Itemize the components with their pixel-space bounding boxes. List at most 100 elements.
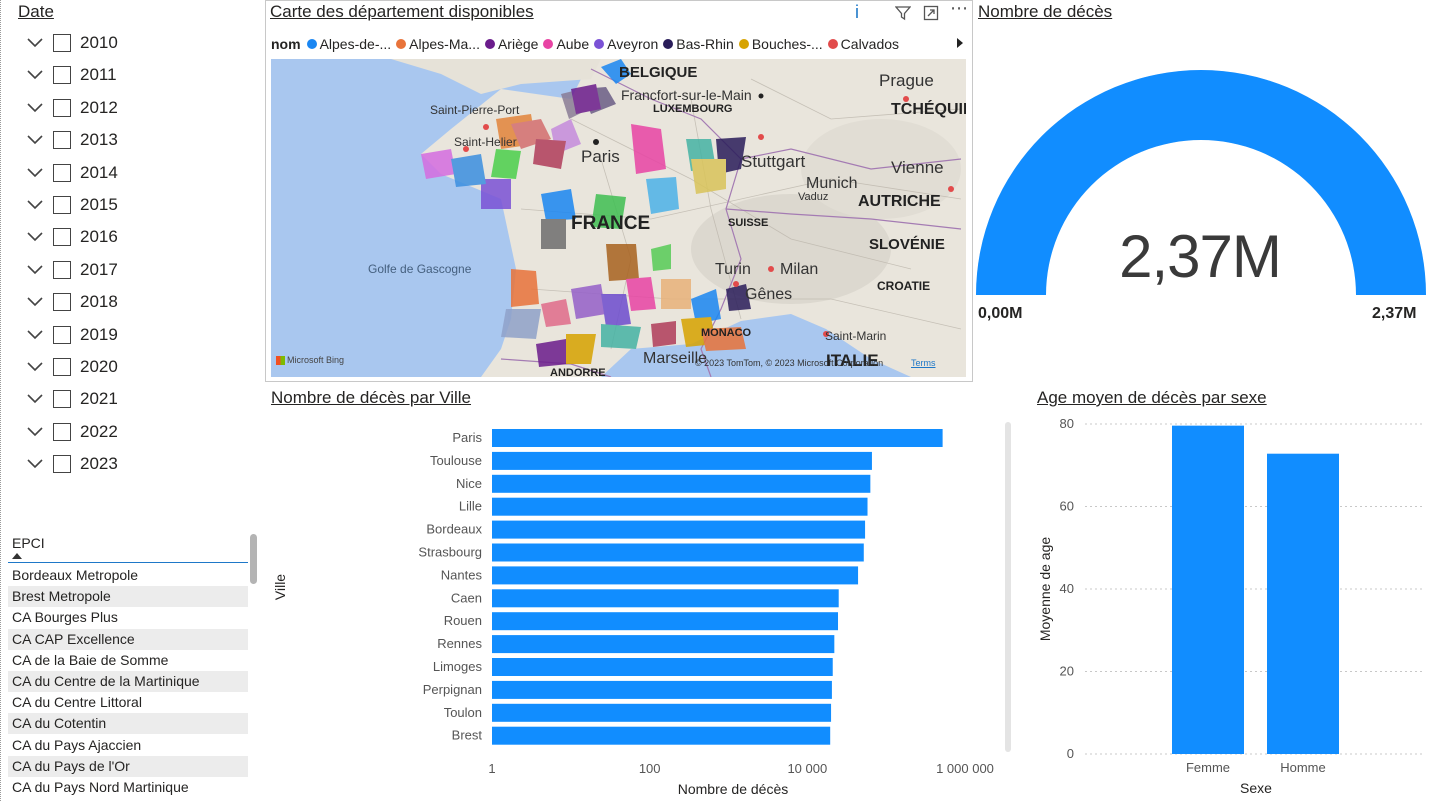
legend-item[interactable]: Ariège xyxy=(484,36,538,52)
epci-list-item[interactable]: CA du Pays de l'Or xyxy=(8,755,248,777)
year-checkbox[interactable] xyxy=(53,455,71,474)
bar[interactable] xyxy=(492,703,832,722)
year-checkbox[interactable] xyxy=(53,131,71,150)
bar-category-label: Nice xyxy=(456,476,482,491)
sort-ascending-icon[interactable] xyxy=(12,553,22,559)
legend-item[interactable]: Aube xyxy=(543,36,589,52)
map-terms-link[interactable]: Terms xyxy=(911,358,936,368)
year-row[interactable]: 2014 xyxy=(26,158,118,188)
chevron-down-icon[interactable] xyxy=(26,228,44,246)
chevron-down-icon[interactable] xyxy=(26,261,44,279)
epci-list-item[interactable]: CA du Centre Littoral xyxy=(12,694,142,711)
bar-category-label: Paris xyxy=(452,430,482,445)
chevron-down-icon[interactable] xyxy=(26,455,44,473)
year-row[interactable]: 2021 xyxy=(26,384,118,414)
year-row[interactable]: 2016 xyxy=(26,222,118,252)
bar[interactable] xyxy=(492,589,839,608)
bar[interactable] xyxy=(492,429,943,447)
year-checkbox[interactable] xyxy=(53,390,71,409)
year-row[interactable]: 2018 xyxy=(26,287,118,317)
legend-item[interactable]: Bas-Rhin xyxy=(663,36,734,52)
bar[interactable] xyxy=(492,635,835,654)
year-row[interactable]: 2022 xyxy=(26,417,118,447)
bar[interactable] xyxy=(492,658,833,676)
year-checkbox[interactable] xyxy=(53,228,71,247)
legend-item[interactable]: Bouches-... xyxy=(738,36,823,52)
bar-category-label: Nantes xyxy=(441,567,483,582)
chart-scrollbar[interactable] xyxy=(1005,422,1011,752)
bar[interactable] xyxy=(492,474,871,493)
map-label-monaco: MONACO xyxy=(701,327,752,339)
year-checkbox[interactable] xyxy=(53,422,71,441)
chevron-down-icon[interactable] xyxy=(26,326,44,344)
year-row[interactable]: 2015 xyxy=(26,190,118,220)
bar[interactable] xyxy=(492,612,839,631)
bar[interactable] xyxy=(492,726,831,745)
epci-scrollbar[interactable] xyxy=(250,534,257,584)
chevron-down-icon[interactable] xyxy=(26,293,44,311)
epci-list-item[interactable]: CA Bourges Plus xyxy=(12,609,118,626)
bar[interactable] xyxy=(492,680,832,699)
epci-list-item[interactable]: Brest Metropole xyxy=(8,586,248,608)
year-checkbox[interactable] xyxy=(53,358,71,376)
bar[interactable] xyxy=(492,497,868,516)
legend-item[interactable]: Alpes-Ma... xyxy=(396,36,480,52)
bar[interactable] xyxy=(492,451,872,470)
chevron-down-icon[interactable] xyxy=(26,358,44,376)
legend-item[interactable]: Alpes-de-... xyxy=(306,36,391,52)
column-bar[interactable] xyxy=(1267,453,1339,754)
chevron-down-icon[interactable] xyxy=(26,390,44,408)
legend-item[interactable]: Calvados xyxy=(827,36,900,52)
year-row[interactable]: 2023 xyxy=(26,449,118,479)
year-checkbox[interactable] xyxy=(53,66,71,85)
year-checkbox[interactable] xyxy=(53,260,71,279)
bar[interactable] xyxy=(492,543,864,562)
bar-category-label: Rennes xyxy=(437,636,482,651)
epci-list-item[interactable]: CA de la Baie de Somme xyxy=(12,651,169,668)
x-tick-label: 1 000 000 xyxy=(936,761,994,776)
year-row[interactable]: 2020 xyxy=(26,352,118,382)
focus-mode-icon[interactable] xyxy=(923,5,939,21)
year-checkbox[interactable] xyxy=(53,163,71,182)
year-row[interactable]: 2011 xyxy=(26,60,117,90)
epci-list-item[interactable]: CA du Centre de la Martinique xyxy=(8,671,248,692)
legend-label: Calvados xyxy=(840,36,900,52)
chevron-down-icon[interactable] xyxy=(26,131,44,149)
bar[interactable] xyxy=(492,520,866,539)
chevron-down-icon[interactable] xyxy=(26,99,44,117)
year-row[interactable]: 2013 xyxy=(26,125,118,155)
info-icon[interactable]: i xyxy=(855,2,859,22)
chevron-down-icon[interactable] xyxy=(26,423,44,441)
epci-list-item[interactable]: CA du Cotentin xyxy=(8,713,248,735)
chevron-down-icon[interactable] xyxy=(26,34,44,52)
map-canvas[interactable]: BELGIQUE Francfort-sur-le-Main LUXEMBOUR… xyxy=(271,59,966,377)
bar-chart[interactable]: Paris Toulouse Nice Lille Bordeaux Strasbourg… xyxy=(265,412,1020,801)
gauge-chart[interactable] xyxy=(976,70,1426,300)
year-label: 2021 xyxy=(80,389,118,409)
year-checkbox[interactable] xyxy=(53,98,71,117)
epci-list-item[interactable]: Bordeaux Metropole xyxy=(12,567,139,583)
more-options-icon[interactable]: ⋯ xyxy=(950,0,969,18)
year-row[interactable]: 2012 xyxy=(26,93,118,123)
chevron-down-icon[interactable] xyxy=(26,66,44,84)
legend-next-icon[interactable] xyxy=(957,38,963,48)
column-chart[interactable]: 0 20 40 60 80 Femme Homme Sexe Moyenne de age xyxy=(1030,412,1430,801)
year-checkbox[interactable] xyxy=(53,293,71,312)
filter-icon[interactable] xyxy=(895,5,911,21)
column-bar[interactable] xyxy=(1172,425,1244,754)
epci-list-item[interactable]: CA CAP Excellence xyxy=(8,628,248,650)
epci-list-item[interactable]: CA du Pays Nord Martinique xyxy=(12,779,189,795)
legend-item[interactable]: Aveyron xyxy=(594,36,658,52)
bar[interactable] xyxy=(492,566,859,585)
year-checkbox[interactable] xyxy=(53,196,71,214)
year-checkbox[interactable] xyxy=(53,325,71,344)
year-row[interactable]: 2019 xyxy=(26,320,118,350)
year-row[interactable]: 2010 xyxy=(26,28,118,58)
epci-list-item[interactable]: CA du Pays Ajaccien xyxy=(12,736,142,753)
epci-slicer-header[interactable]: EPCI xyxy=(12,535,45,551)
chevron-down-icon[interactable] xyxy=(26,164,44,182)
year-checkbox[interactable] xyxy=(53,34,71,52)
map-visual-frame[interactable] xyxy=(265,0,973,382)
chevron-down-icon[interactable] xyxy=(26,196,44,214)
year-row[interactable]: 2017 xyxy=(26,255,118,285)
